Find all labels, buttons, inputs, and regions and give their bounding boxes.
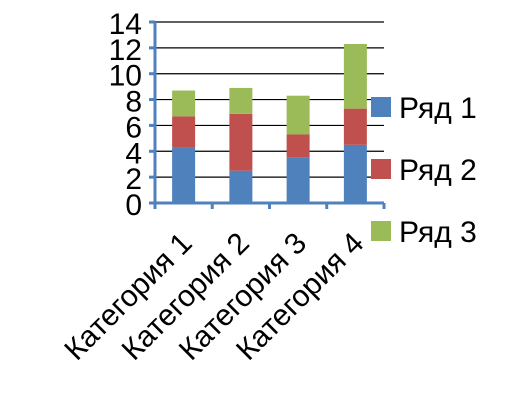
- y-tick-label-6: 12: [109, 34, 142, 67]
- y-tick-label-7: 14: [109, 8, 142, 41]
- bar-4-series-2: [343, 108, 367, 145]
- legend-swatch-3: [371, 221, 391, 241]
- bar-2-series-2: [229, 113, 253, 171]
- bar-3-series-3: [286, 95, 310, 135]
- bar-4-series-1: [343, 144, 367, 203]
- y-tick-label-4: 8: [125, 86, 142, 119]
- bar-4-series-3: [343, 43, 367, 109]
- bar-1-series-3: [172, 90, 196, 117]
- bar-3-series-2: [286, 134, 310, 158]
- bar-1-series-2: [172, 116, 196, 148]
- legend-swatch-1: [371, 97, 391, 117]
- bar-2-series-3: [229, 87, 253, 114]
- bar-1-series-1: [172, 147, 196, 203]
- legend-label-2: Ряд 2: [399, 154, 477, 187]
- y-tick-label-3: 6: [125, 111, 142, 144]
- legend-swatch-2: [371, 159, 391, 179]
- y-tick-label-0: 0: [125, 189, 142, 222]
- legend-label-1: Ряд 1: [399, 92, 477, 125]
- y-tick-label-2: 4: [125, 137, 142, 170]
- bar-3-series-1: [286, 157, 310, 203]
- bar-2-series-1: [229, 170, 253, 203]
- y-tick-label-1: 2: [125, 163, 142, 196]
- legend-label-3: Ряд 3: [399, 216, 477, 249]
- y-tick-label-5: 10: [109, 60, 142, 93]
